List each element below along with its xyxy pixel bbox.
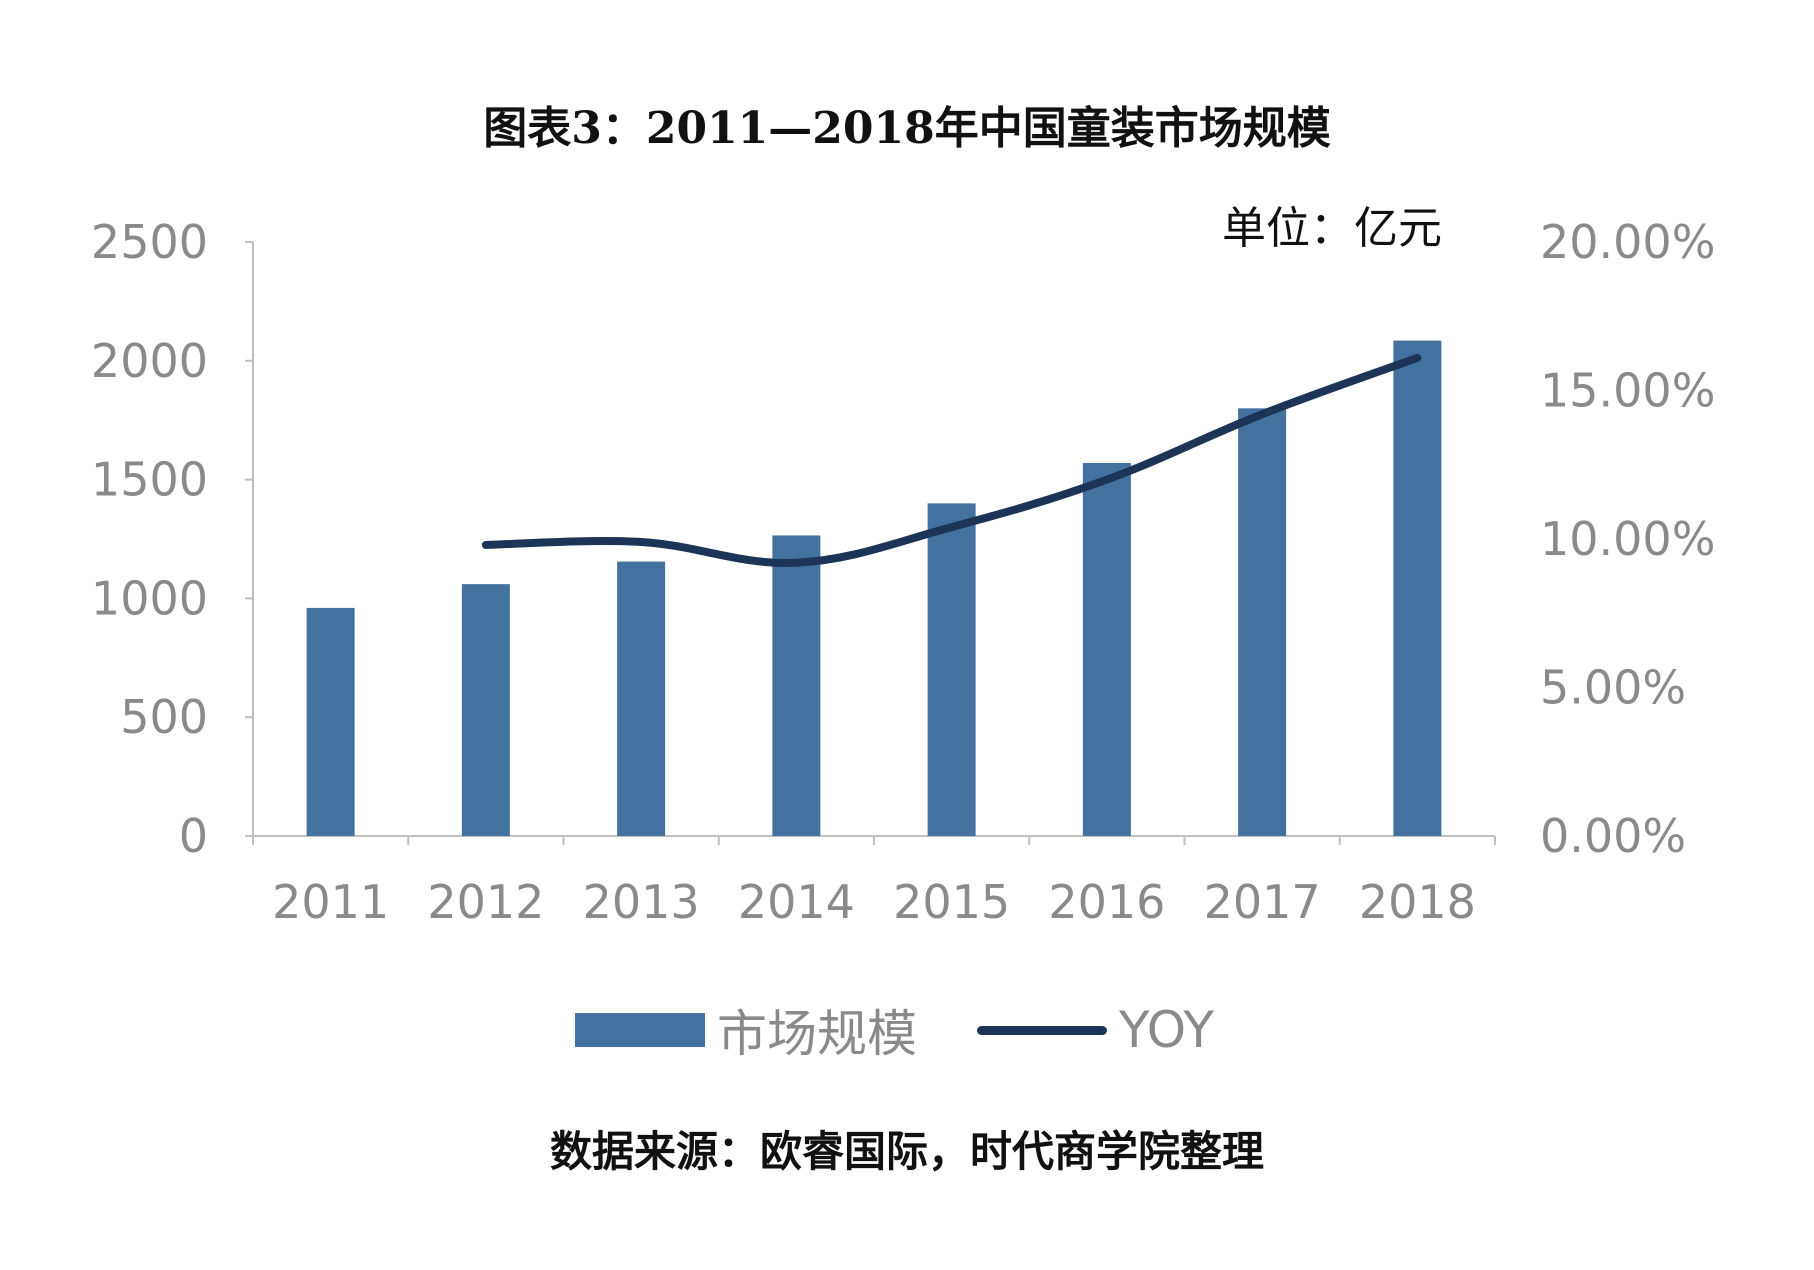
legend-bar-swatch: [575, 1013, 705, 1047]
bar-2014: [772, 535, 821, 836]
legend-label-line: YOY: [1119, 1001, 1214, 1059]
x-tick-label: 2011: [272, 875, 389, 929]
right-tick-label: 10.00%: [1540, 512, 1715, 566]
left-tick-label: 1500: [91, 453, 208, 507]
x-tick-label: 2014: [738, 875, 855, 929]
chart-title: 图表3：2011—2018年中国童装市场规模: [483, 103, 1331, 154]
bar-2011: [306, 607, 355, 836]
bar-series: [306, 340, 1442, 836]
bar-2012: [461, 584, 510, 836]
tick-labels: 0 500 1000 1500 2000 2500 0.00% 5.00% 10.00% 15.0…: [91, 215, 1715, 929]
yoy-line: [481, 353, 1422, 567]
axes: [245, 241, 1496, 845]
bar-2015: [927, 503, 976, 836]
x-tick-label: 2015: [893, 875, 1010, 929]
left-tick-label: 1000: [91, 571, 208, 625]
x-tick-label: 2018: [1359, 875, 1476, 929]
bar-2013: [617, 561, 666, 836]
bar-2018: [1393, 340, 1442, 836]
x-tick-label: 2017: [1204, 875, 1321, 929]
legend: 市场规模 YOY: [575, 994, 1214, 1066]
left-tick-label: 2000: [91, 334, 208, 388]
left-tick-label: 0: [179, 809, 208, 863]
bar-2017: [1238, 408, 1287, 836]
left-tick-label: 2500: [91, 215, 208, 269]
right-tick-label: 20.00%: [1540, 215, 1715, 269]
x-tick-label: 2016: [1048, 875, 1165, 929]
source-note: 数据来源：欧睿国际，时代商学院整理: [549, 1127, 1264, 1176]
left-tick-label: 500: [120, 690, 208, 744]
x-tick-label: 2013: [583, 875, 700, 929]
x-tick-label: 2012: [427, 875, 544, 929]
line-series: [481, 353, 1422, 567]
legend-label-bar: 市场规模: [717, 1005, 917, 1063]
right-tick-label: 0.00%: [1540, 809, 1686, 863]
unit-label: 单位：亿元: [1222, 203, 1442, 254]
right-tick-label: 5.00%: [1540, 661, 1686, 715]
right-tick-label: 15.00%: [1540, 364, 1715, 418]
legend-line-swatch: [977, 1025, 1107, 1035]
bar-2016: [1082, 462, 1131, 836]
